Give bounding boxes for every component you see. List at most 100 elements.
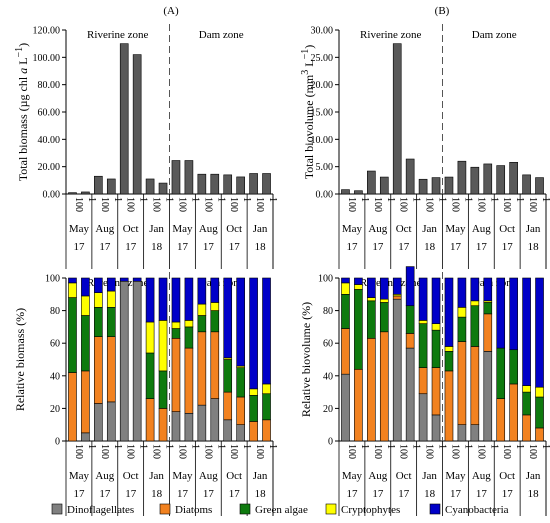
bar-segment-dinoflagellates bbox=[197, 404, 207, 442]
depth-label: 1 bbox=[164, 197, 175, 202]
bar bbox=[145, 178, 155, 195]
depth-label: 1 bbox=[267, 197, 278, 202]
depth-label: 1 bbox=[189, 444, 200, 449]
y-tick-label: 0.00 bbox=[316, 190, 334, 201]
bar-segment-diatoms bbox=[522, 414, 531, 442]
month-label: May bbox=[445, 223, 466, 235]
bar-segment-green-algae bbox=[444, 351, 454, 372]
bar-segment-dinoflagellates bbox=[236, 424, 245, 442]
month-label: Oct bbox=[226, 223, 242, 235]
legend-swatch bbox=[325, 503, 337, 515]
bar-segment-cyanobacteria bbox=[223, 277, 233, 359]
bar bbox=[418, 178, 428, 195]
bar bbox=[171, 160, 181, 195]
legend-label: Dinoflagellates bbox=[67, 504, 134, 516]
bar-segment-cryptophytes bbox=[379, 298, 389, 303]
bar-segment-green-algae bbox=[262, 393, 271, 421]
year-label: 18 bbox=[255, 241, 267, 253]
y-tick-label: 60 bbox=[323, 339, 333, 350]
year-label: 17 bbox=[450, 241, 462, 253]
y-tick-label: 20 bbox=[323, 404, 333, 415]
depth-label: 100 bbox=[346, 197, 357, 212]
month-label: May bbox=[445, 470, 466, 482]
depth-label: 1 bbox=[138, 197, 149, 202]
month-label: Oct bbox=[123, 470, 139, 482]
depth-label: 1 bbox=[241, 444, 252, 449]
depth-label: 1 bbox=[189, 197, 200, 202]
bar-segment-diatoms bbox=[405, 333, 415, 349]
bar-segment-cyanobacteria bbox=[106, 277, 116, 292]
bar bbox=[158, 182, 168, 195]
month-label: Aug bbox=[95, 470, 114, 482]
depth-label: 1 bbox=[138, 444, 149, 449]
year-label: 17 bbox=[125, 488, 137, 500]
bar-segment-cyanobacteria bbox=[341, 277, 350, 284]
bar-segment-green-algae bbox=[184, 326, 194, 349]
bar-segment-cryptophytes bbox=[431, 323, 441, 331]
y-tick-label: 40 bbox=[323, 371, 333, 382]
depth-label: 100 bbox=[202, 197, 213, 212]
bar bbox=[223, 174, 233, 195]
depth-label: 1 bbox=[241, 197, 252, 202]
bar-segment-cyanobacteria bbox=[236, 277, 245, 367]
bar-segment-cryptophytes bbox=[470, 300, 480, 307]
bar-segment-green-algae bbox=[470, 305, 480, 347]
month-label: Aug bbox=[472, 223, 491, 235]
month-label: Jan bbox=[253, 223, 268, 235]
depth-label: 1 bbox=[385, 444, 396, 449]
year-label: 17 bbox=[502, 241, 514, 253]
bar-segment-cryptophytes bbox=[106, 290, 116, 308]
depth-label: 100 bbox=[475, 444, 486, 459]
depth-label: 100 bbox=[501, 197, 512, 212]
bar-segment-cryptophytes bbox=[94, 292, 103, 308]
year-label: 18 bbox=[528, 241, 540, 253]
bar-segment-green-algae bbox=[405, 305, 415, 334]
depth-label: 100 bbox=[202, 444, 213, 459]
legend-swatch bbox=[159, 503, 171, 515]
depth-label: 1 bbox=[359, 197, 370, 202]
y-tick-label: 100.00 bbox=[33, 53, 61, 64]
bar-segment-green-algae bbox=[236, 367, 245, 398]
depth-label: 100 bbox=[99, 444, 110, 459]
bar bbox=[119, 43, 129, 195]
bar bbox=[483, 163, 493, 195]
bar-segment-cyanobacteria bbox=[379, 277, 389, 300]
bar-segment-cyanobacteria bbox=[158, 277, 168, 321]
bar-segment-cryptophytes bbox=[367, 297, 376, 302]
bar-segment-diatoms bbox=[418, 367, 428, 395]
bar-segment-green-algae bbox=[367, 300, 376, 339]
depth-label: 100 bbox=[372, 444, 383, 459]
year-label: 17 bbox=[476, 241, 488, 253]
zone-label: Dam zone bbox=[199, 277, 244, 289]
month-label: Aug bbox=[368, 223, 387, 235]
bar-segment-dinoflagellates bbox=[132, 280, 142, 442]
y-axis-label: Relative biovolume (%) bbox=[299, 302, 313, 417]
depth-label: 1 bbox=[488, 444, 499, 449]
panel-a-label: (A) bbox=[163, 5, 179, 17]
bar bbox=[392, 43, 402, 195]
y-tick-label: 40 bbox=[50, 371, 60, 382]
month-label: Oct bbox=[396, 470, 412, 482]
depth-label: 1 bbox=[488, 197, 499, 202]
bar bbox=[431, 177, 441, 195]
bar-segment-green-algae bbox=[81, 315, 90, 372]
year-label: 17 bbox=[73, 488, 85, 500]
depth-label: 1 bbox=[540, 197, 550, 202]
depth-label: 1 bbox=[437, 444, 448, 449]
month-label: Aug bbox=[95, 223, 114, 235]
depth-label: 100 bbox=[424, 444, 435, 459]
bar bbox=[262, 173, 271, 195]
bar-segment-cyanobacteria bbox=[197, 277, 207, 305]
depth-label: 100 bbox=[73, 197, 84, 212]
bar-segment-diatoms bbox=[184, 347, 194, 414]
bar-segment-green-algae bbox=[223, 359, 233, 393]
month-label: May bbox=[172, 470, 193, 482]
bar-segment-green-algae bbox=[68, 297, 77, 373]
month-label: May bbox=[342, 470, 363, 482]
bar-segment-green-algae bbox=[431, 329, 441, 368]
bar-segment-diatoms bbox=[457, 341, 467, 426]
bar-segment-cyanobacteria bbox=[145, 277, 155, 323]
y-tick-label: 20 bbox=[50, 404, 60, 415]
y-tick-label: 100 bbox=[45, 274, 60, 285]
